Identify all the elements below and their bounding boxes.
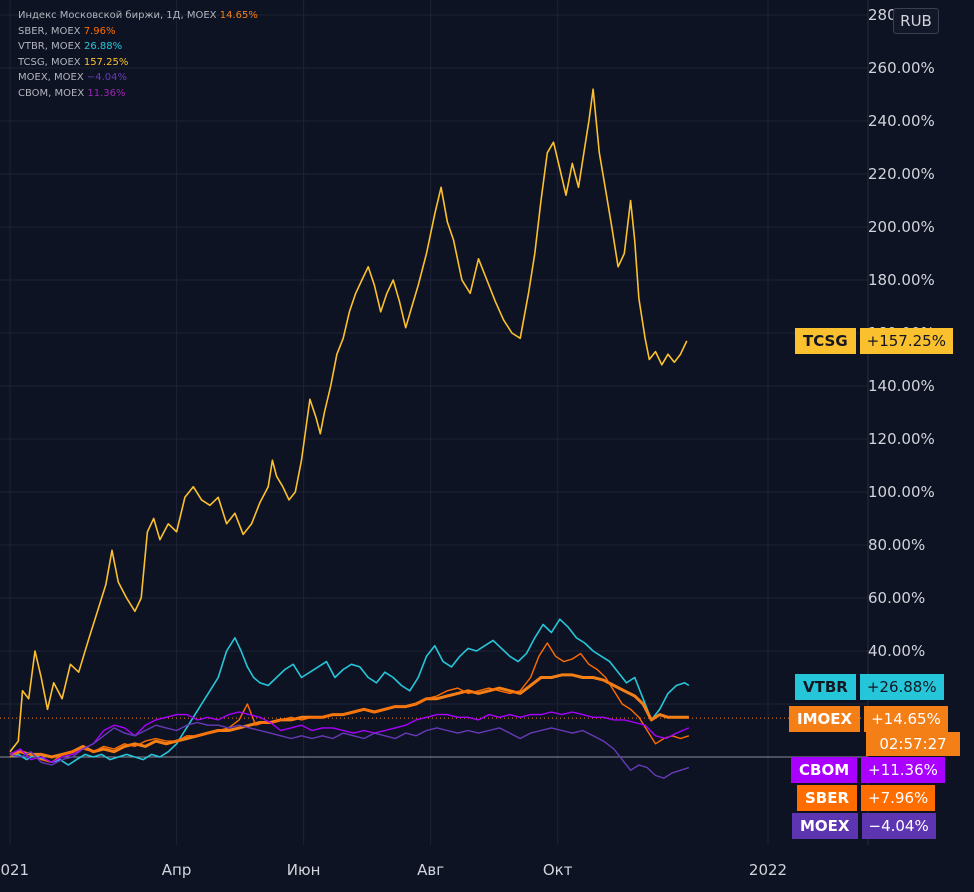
legend-label-imoex: Индекс Московской биржи, 1Д, MOEX: [18, 10, 217, 21]
grid-lines: [0, 0, 869, 845]
legend-label-moex: MOEX, MOEX: [18, 72, 84, 83]
price-tag-value-tcsg: +157.25%: [859, 328, 953, 354]
legend-value-moex: −4.04%: [86, 72, 128, 83]
series-line-cbom: [9, 711, 690, 763]
y-tick-label: 40.00%: [868, 642, 925, 660]
price-tag-name-vtbr: VTBR: [795, 674, 856, 700]
y-tick-label: 100.00%: [868, 483, 935, 501]
legend-row-imoex[interactable]: Индекс Московской биржи, 1Д, MOEX 14.65%: [18, 8, 258, 24]
legend-label-cbom: CBOM, MOEX: [18, 87, 85, 99]
y-tick-label: 200.00%: [868, 218, 935, 236]
x-axis[interactable]: 2021 Апр Июн Авг Окт 2022: [0, 861, 787, 879]
price-tag-value-imoex: +14.65%: [864, 706, 948, 732]
legend-row-sber[interactable]: SBER, MOEX 7.96%: [18, 24, 258, 40]
legend-value-tcsg: 157.25%: [83, 56, 129, 68]
x-tick-label: Июн: [287, 861, 321, 879]
series-line-vtbr: [9, 618, 690, 766]
x-tick-label: Окт: [543, 861, 573, 879]
legend-row-vtbr[interactable]: VTBR, MOEX 26.88%: [18, 39, 258, 55]
price-tag-value-vtbr: +26.88%: [859, 674, 944, 700]
y-tick-label: 240.00%: [868, 112, 935, 130]
legend-row-cbom[interactable]: CBOM, MOEX 11.36%: [18, 86, 258, 102]
x-tick-label: 2022: [749, 861, 787, 879]
series-line-sber: [9, 642, 690, 763]
y-tick-label: 140.00%: [868, 377, 935, 395]
legend-label-vtbr: VTBR, MOEX: [18, 41, 81, 52]
price-tag-value-cbom: +11.36%: [861, 757, 945, 783]
series-lines: [9, 88, 690, 779]
series-line-moex: [9, 721, 690, 779]
y-tick-label: 120.00%: [868, 430, 935, 448]
y-tick-label: 80.00%: [868, 536, 925, 554]
y-tick-label: 260.00%: [868, 59, 935, 77]
legend-value-imoex: 14.65%: [219, 10, 258, 21]
price-tag-name-imoex: IMOEX: [789, 706, 861, 732]
legend-value-vtbr: 26.88%: [83, 41, 123, 52]
y-tick-label: 60.00%: [868, 589, 925, 607]
legend: Индекс Московской биржи, 1Д, MOEX 14.65%…: [18, 8, 258, 101]
currency-button[interactable]: RUB: [893, 8, 939, 34]
legend-value-cbom: 11.36%: [87, 87, 126, 99]
series-line-tcsg: [9, 88, 688, 753]
price-tag-value-moex: −4.04%: [861, 813, 936, 839]
x-tick-label: Авг: [417, 861, 444, 879]
price-tag-name-sber: SBER: [797, 785, 858, 811]
price-tag-value-sber: +7.96%: [861, 785, 936, 811]
legend-row-moex[interactable]: MOEX, MOEX −4.04%: [18, 70, 258, 86]
price-tag-name-cbom: CBOM: [791, 757, 858, 783]
legend-row-tcsg[interactable]: TCSG, MOEX 157.25%: [18, 55, 258, 71]
x-tick-label: 2021: [0, 861, 29, 879]
price-tag-name-moex: MOEX: [792, 813, 858, 839]
legend-value-sber: 7.96%: [83, 25, 116, 37]
price-tag-name-tcsg: TCSG: [795, 328, 856, 354]
y-tick-label: 220.00%: [868, 165, 935, 183]
bar-countdown: 02:57:27: [866, 732, 960, 756]
legend-label-tcsg: TCSG, MOEX: [18, 56, 81, 68]
x-tick-label: Апр: [162, 861, 192, 879]
legend-label-sber: SBER, MOEX: [18, 25, 81, 37]
y-tick-label: 180.00%: [868, 271, 935, 289]
